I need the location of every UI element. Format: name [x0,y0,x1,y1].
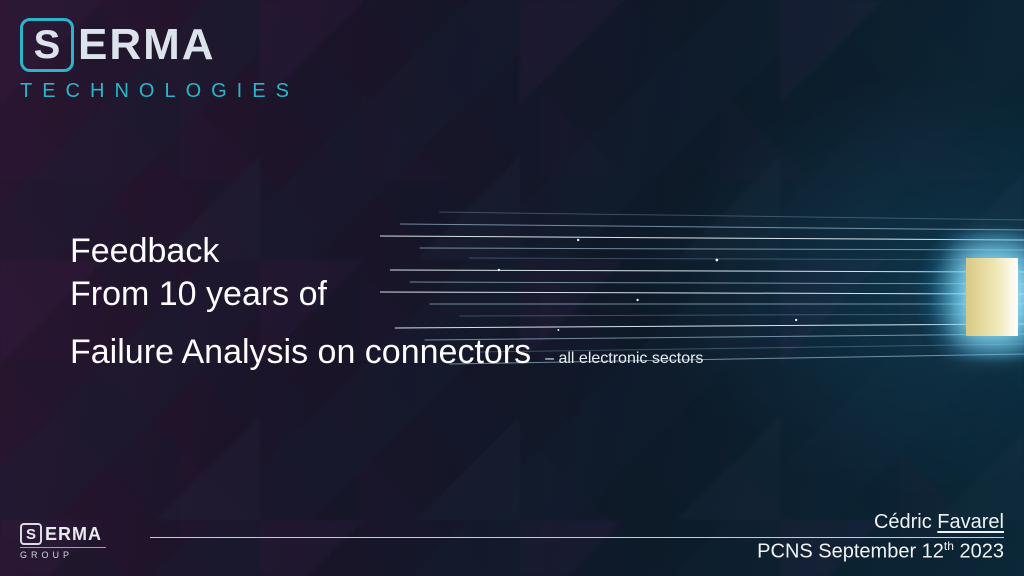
logo-s-mark: S [20,18,74,72]
title-line-3-main: Failure Analysis on connectors [70,329,531,377]
slide-footer: S ERMA GROUP Cédric Favarel PCNS Septemb… [20,523,1004,560]
author-last-name: Favarel [937,511,1004,533]
footer-logo-group-text: GROUP [20,547,106,560]
chip-core [966,258,1018,336]
title-line-3: Failure Analysis on connectors – all ele… [70,329,703,377]
event-prefix: PCNS September 12 [757,541,944,563]
event-ordinal: th [944,539,954,553]
footer-logo-s-mark: S [20,523,42,545]
event-suffix: 2023 [954,541,1004,563]
footer-divider [150,537,1004,538]
title-line-2: From 10 years of [70,273,703,316]
author-first-name: Cédric [874,511,937,533]
logo-subtitle: TECHNOLOGIES [20,80,299,103]
slide-title-block: Feedback From 10 years of Failure Analys… [70,230,703,377]
logo-erma-text: ERMA [78,20,216,70]
author-name: Cédric Favarel [874,511,1004,534]
logo-wordmark: S ERMA [20,18,299,72]
title-line-1: Feedback [70,230,703,273]
event-date: PCNS September 12th 2023 [757,539,1004,564]
footer-logo-erma-text: ERMA [45,524,102,545]
title-subtitle: – all electronic sectors [545,348,703,370]
serma-technologies-logo: S ERMA TECHNOLOGIES [20,18,299,103]
